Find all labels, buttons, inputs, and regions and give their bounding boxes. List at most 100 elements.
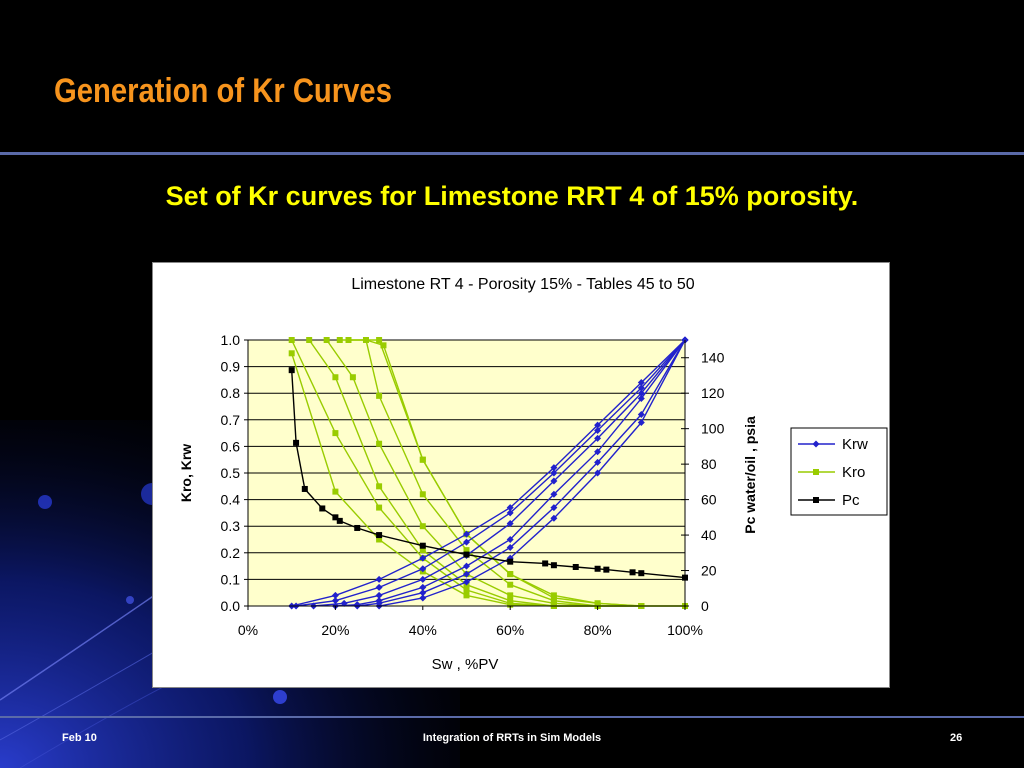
x-tick-label: 80% xyxy=(584,622,612,638)
legend-label: Pc xyxy=(842,492,860,509)
y-tick-label: 0.9 xyxy=(221,359,241,375)
pc-point xyxy=(376,532,383,539)
footer-title: Integration of RRTs in Sim Models xyxy=(422,732,602,744)
krw-point xyxy=(463,538,470,546)
y2-axis-title: Pc water/oil , psia xyxy=(742,416,758,534)
pc-point xyxy=(319,505,326,512)
krw-point xyxy=(375,583,383,591)
kro-point xyxy=(550,595,557,602)
krw-point xyxy=(550,464,558,472)
legend-swatch-marker xyxy=(812,440,820,448)
kro-point xyxy=(376,504,383,511)
y2-tick-label: 60 xyxy=(701,492,717,508)
kro-point xyxy=(594,600,601,607)
krw-point xyxy=(594,469,602,477)
krw-point xyxy=(550,504,558,512)
pc-point xyxy=(332,514,339,521)
krw-point xyxy=(506,504,514,512)
pc-point xyxy=(463,551,470,558)
footer-date: Feb 10 xyxy=(62,732,97,744)
kro-point xyxy=(376,337,383,343)
legend-swatch-marker xyxy=(813,497,819,503)
krw-line xyxy=(313,339,686,607)
slide-subtitle: Set of Kr curves for Limestone RRT 4 of … xyxy=(165,181,859,211)
pc-point xyxy=(354,524,361,531)
y-tick-label: 0.2 xyxy=(221,545,241,561)
y2-tick-label: 0 xyxy=(701,598,709,614)
kro-point xyxy=(288,350,295,357)
pc-point xyxy=(293,439,300,446)
pc-point xyxy=(572,563,579,570)
kro-point xyxy=(376,536,383,543)
krw-point xyxy=(506,536,514,543)
krw-point xyxy=(637,395,645,403)
y2-tick-label: 80 xyxy=(701,456,717,472)
krw-point xyxy=(375,575,383,583)
krw-point xyxy=(550,477,558,485)
title-divider xyxy=(0,152,1024,155)
x-axis-title: Sw , %PV xyxy=(432,656,499,673)
kro-point xyxy=(507,601,514,608)
krw-point xyxy=(506,543,514,551)
krw-series-5 xyxy=(375,336,689,610)
krw-point xyxy=(463,578,470,586)
krw-point xyxy=(637,384,645,392)
chart-title: Limestone RT 4 - Porosity 15% - Tables 4… xyxy=(351,276,694,293)
slide-title: Generation of Kr Curves xyxy=(54,72,392,110)
krw-point xyxy=(419,565,427,573)
kro-point xyxy=(507,597,514,604)
kro-point xyxy=(419,547,426,554)
y-tick-label: 0.3 xyxy=(221,518,241,534)
krw-point xyxy=(331,597,339,605)
kro-point xyxy=(419,491,426,498)
krw-point xyxy=(463,562,470,570)
y-tick-label: 0.8 xyxy=(221,385,241,401)
y-tick-label: 0.5 xyxy=(221,465,241,481)
kro-point xyxy=(463,587,470,594)
krw-point xyxy=(550,469,558,477)
krw-line xyxy=(378,339,686,607)
krw-point xyxy=(594,426,602,434)
krw-point xyxy=(506,520,514,528)
x-tick-label: 40% xyxy=(409,622,437,638)
kro-point xyxy=(376,440,383,447)
footer-page-number: 26 xyxy=(950,732,963,744)
kro-point xyxy=(332,488,339,495)
krw-point xyxy=(637,410,645,418)
kro-point xyxy=(345,337,352,343)
pc-point xyxy=(288,367,295,374)
kro-point xyxy=(463,592,470,599)
krw-point xyxy=(419,583,427,591)
pc-point xyxy=(550,562,557,569)
legend-item-kro: Kro xyxy=(798,464,865,481)
krw-point xyxy=(419,594,427,602)
legend-label: Krw xyxy=(842,436,868,453)
krw-point xyxy=(594,421,602,429)
kro-point xyxy=(288,337,295,343)
kro-point xyxy=(380,342,387,349)
krw-point xyxy=(550,490,558,498)
krw-point xyxy=(594,434,602,442)
kro-point xyxy=(507,592,514,599)
kro-point xyxy=(507,571,514,578)
kro-point xyxy=(463,547,470,554)
krw-point xyxy=(506,509,514,517)
pc-point xyxy=(542,560,549,567)
kro-point xyxy=(419,523,426,530)
kro-point xyxy=(336,337,343,343)
legend: Krw Kro Pc xyxy=(790,427,888,516)
krw-point xyxy=(419,589,427,597)
y-axis-title: Kro, Krw xyxy=(178,444,194,502)
x-tick-label: 0% xyxy=(238,622,258,638)
legend-item-pc: Pc xyxy=(798,492,860,509)
kro-point xyxy=(306,337,313,343)
y-tick-label: 0.7 xyxy=(221,412,241,428)
krw-point xyxy=(463,530,470,538)
krw-line xyxy=(335,339,686,607)
kro-point xyxy=(362,337,369,343)
krw-series-1 xyxy=(292,336,689,610)
y-tick-label: 1.0 xyxy=(221,332,241,348)
legend-swatch-marker xyxy=(813,469,819,475)
footer-divider xyxy=(0,716,1024,718)
krw-point xyxy=(463,570,470,578)
